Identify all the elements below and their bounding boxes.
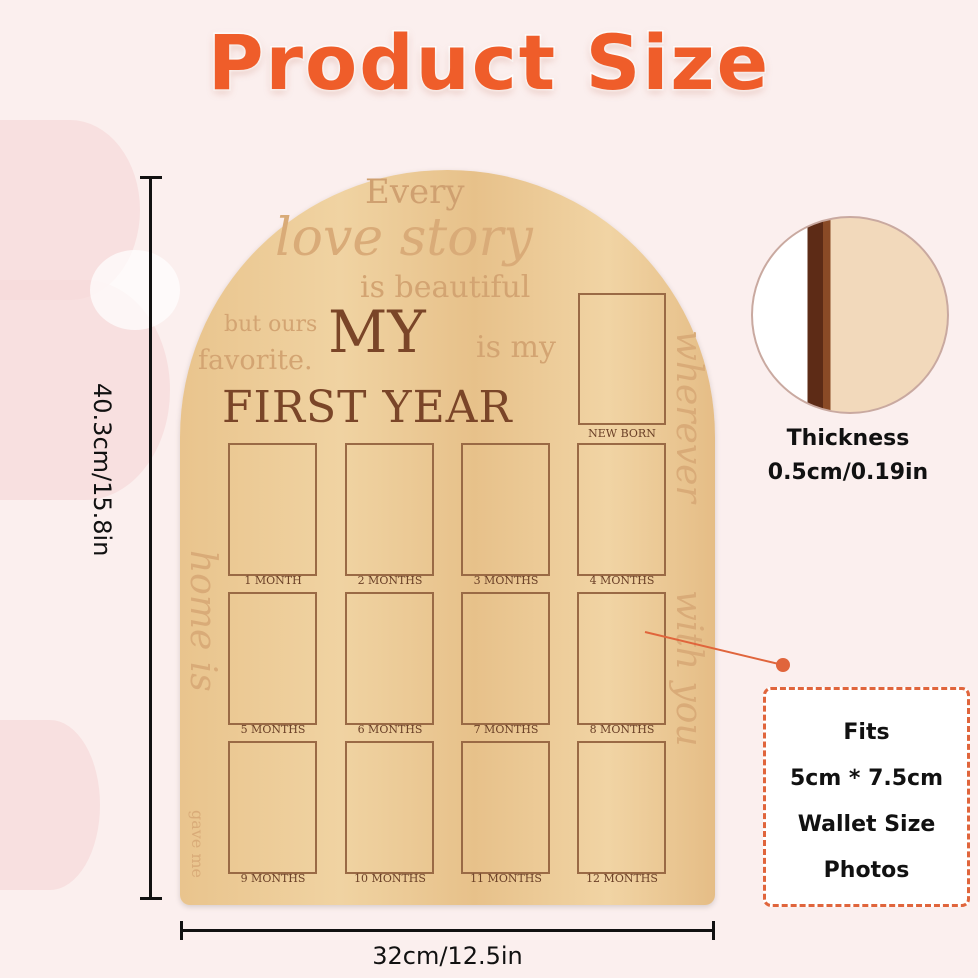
wooden-board: Every love story is beautiful but ours f… [180, 170, 715, 905]
quote-favorite: favorite. [198, 345, 313, 376]
frame-label: 2 MONTHS [357, 574, 423, 587]
callout-pointer [644, 631, 790, 672]
photo-frame-month-1 [228, 443, 317, 576]
frame-label: 1 MONTH [244, 574, 302, 587]
photo-frame-month-9 [228, 741, 317, 874]
side-right-wherever: wherever [668, 330, 709, 503]
background-heart [0, 720, 100, 890]
photo-frame-month-5 [228, 592, 317, 725]
quote-every: Every [365, 172, 465, 212]
photo-frame-month-4 [577, 443, 666, 576]
photo-frame-month-10 [345, 741, 434, 874]
photo-frame-month-7 [461, 592, 550, 725]
photo-frame-newborn [578, 293, 666, 425]
frame-label: 3 MONTHS [473, 574, 539, 587]
heading-my: MY [328, 298, 426, 366]
fits-line: Fits [843, 720, 890, 745]
fits-line: Photos [823, 858, 910, 883]
quote-but-ours: but ours [224, 312, 318, 337]
frame-label: 12 MONTHS [586, 872, 658, 885]
heading-first-year: FIRST YEAR [222, 382, 513, 433]
height-dimension-cap [140, 897, 162, 900]
height-dimension-label: 40.3cm/15.8in [88, 383, 116, 557]
page-title: Product Size [206, 17, 771, 109]
width-dimension-label: 32cm/12.5in [372, 942, 523, 970]
photo-frame-month-6 [345, 592, 434, 725]
photo-frame-month-2 [345, 443, 434, 576]
frame-label: 9 MONTHS [240, 872, 306, 885]
thickness-closeup [751, 216, 949, 414]
fits-line: 5cm * 7.5cm [789, 766, 944, 791]
quote-is-beautiful: is beautiful [360, 270, 531, 305]
height-dimension-cap [140, 176, 162, 179]
photo-frame-month-11 [461, 741, 550, 874]
side-right-with-you: with you [668, 590, 709, 747]
fits-line: Wallet Size [797, 812, 936, 837]
height-dimension-line [149, 177, 152, 899]
thickness-label: Thickness [786, 426, 910, 451]
frame-label: 6 MONTHS [357, 723, 423, 736]
frame-label: 11 MONTHS [470, 872, 542, 885]
quote-love-story: love story [275, 208, 533, 268]
thickness-value: 0.5cm/0.19in [767, 460, 929, 485]
frame-label: NEW BORN [588, 427, 656, 440]
side-left-gave-me: gave me [188, 810, 207, 879]
background-heart [90, 250, 180, 330]
photo-frame-month-8 [577, 592, 666, 725]
side-left-home: home is [182, 550, 223, 692]
frame-label: 4 MONTHS [589, 574, 655, 587]
width-dimension-cap [180, 921, 183, 940]
photo-frame-month-3 [461, 443, 550, 576]
quote-is-my: is my [476, 330, 556, 365]
width-dimension-cap [712, 921, 715, 940]
frame-label: 7 MONTHS [473, 723, 539, 736]
fits-callout-box: Fits 5cm * 7.5cm Wallet Size Photos [763, 687, 970, 907]
frame-label: 8 MONTHS [589, 723, 655, 736]
frame-label: 5 MONTHS [240, 723, 306, 736]
photo-frame-month-12 [577, 741, 666, 874]
frame-label: 10 MONTHS [354, 872, 426, 885]
width-dimension-line [181, 929, 714, 932]
